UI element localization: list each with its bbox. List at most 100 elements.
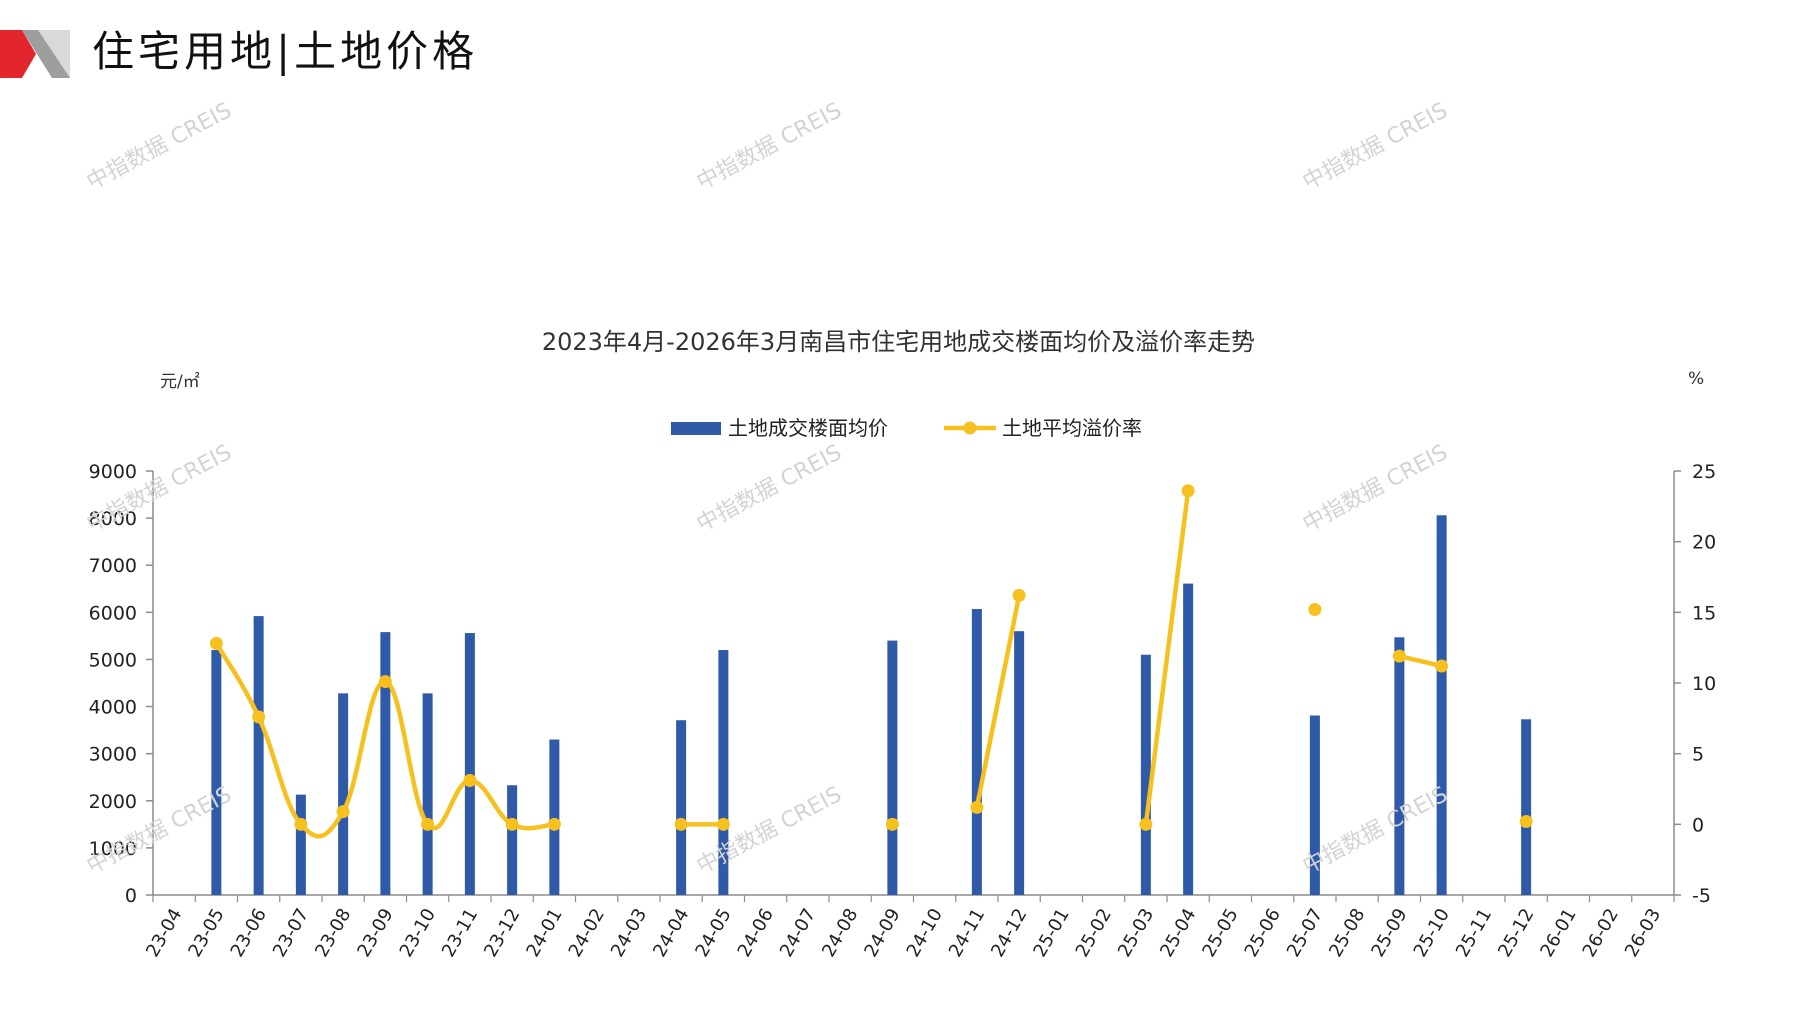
- x-tick-label: 24-01: [522, 905, 566, 961]
- chart-title: 2023年4月-2026年3月南昌市住宅用地成交楼面均价及溢价率走势: [541, 328, 1256, 356]
- point-24-09: [885, 817, 899, 831]
- x-tick-label: 24-02: [565, 905, 609, 961]
- left-tick-label: 8000: [89, 508, 137, 530]
- right-tick-label: 15: [1692, 602, 1716, 624]
- left-tick-label: 6000: [89, 602, 137, 624]
- bar-25-03: [1140, 654, 1151, 895]
- bar-23-10: [422, 693, 433, 895]
- x-tick-label: 25-09: [1367, 905, 1411, 961]
- page-header: 住宅用地|土地价格: [0, 0, 700, 90]
- x-tick-label: 25-12: [1494, 905, 1538, 961]
- bar-25-12: [1521, 719, 1532, 895]
- point-23-06: [252, 710, 266, 724]
- x-tick-label: 24-07: [776, 905, 820, 961]
- left-tick-label: 1000: [89, 838, 137, 860]
- x-tick-label: 26-02: [1579, 905, 1623, 961]
- x-tick-label: 23-06: [227, 905, 271, 961]
- x-tick-label: 23-08: [311, 905, 355, 961]
- x-tick-label: 23-10: [396, 905, 440, 961]
- x-tick-label: 26-01: [1536, 905, 1580, 961]
- bar-24-12: [1014, 631, 1025, 895]
- page-title: 住宅用地|土地价格: [92, 27, 479, 76]
- bar-24-09: [887, 640, 898, 895]
- point-25-07: [1308, 603, 1322, 617]
- x-tick-label: 23-12: [480, 905, 524, 961]
- bar-24-04: [676, 720, 687, 895]
- x-tick-label: 23-11: [438, 905, 482, 961]
- bar-25-10: [1436, 515, 1447, 895]
- bar-23-05: [211, 650, 222, 895]
- left-tick-label: 2000: [89, 791, 137, 813]
- left-tick-label: 5000: [89, 649, 137, 671]
- x-tick-label: 23-04: [142, 905, 186, 961]
- left-tick-label: 9000: [89, 461, 137, 483]
- right-tick-label: 5: [1692, 744, 1704, 766]
- bar-23-07: [295, 794, 306, 895]
- x-tick-label: 24-05: [691, 905, 735, 961]
- bar-24-11: [971, 609, 982, 895]
- x-tick-label: 25-07: [1283, 905, 1327, 961]
- left-tick-label: 7000: [89, 555, 137, 577]
- point-24-01: [547, 817, 561, 831]
- left-tick-label: 3000: [89, 744, 137, 766]
- x-tick-label: 25-11: [1452, 905, 1496, 961]
- bar-23-09: [380, 632, 391, 895]
- bar-25-07: [1309, 715, 1320, 895]
- left-axis-unit: 元/㎡: [160, 372, 200, 392]
- x-tick-label: 23-09: [353, 905, 397, 961]
- bar-23-08: [338, 693, 349, 895]
- right-tick-label: 0: [1692, 814, 1704, 836]
- point-24-04: [674, 817, 688, 831]
- x-tick-label: 24-06: [734, 905, 778, 961]
- point-25-09: [1392, 649, 1406, 663]
- bar-24-01: [549, 739, 560, 895]
- point-25-12: [1519, 815, 1533, 829]
- left-tick-label: 4000: [89, 697, 137, 719]
- premium-rate-line: [974, 593, 1022, 810]
- legend-line-marker: [963, 421, 977, 435]
- bar-23-06: [253, 616, 264, 895]
- bar-25-09: [1394, 637, 1405, 895]
- point-23-05: [209, 636, 223, 650]
- bar-24-05: [718, 650, 729, 895]
- x-tick-label: 25-02: [1072, 905, 1116, 961]
- point-24-05: [716, 817, 730, 831]
- x-tick-label: 26-03: [1621, 905, 1665, 961]
- bar-25-04: [1183, 583, 1194, 895]
- x-tick-label: 23-07: [269, 905, 313, 961]
- legend-bar-swatch: [671, 422, 721, 435]
- x-tick-label: 25-03: [1114, 905, 1158, 961]
- right-tick-label: -5: [1692, 885, 1711, 907]
- legend-bar-label: 土地成交楼面均价: [728, 416, 888, 440]
- header-logo-icon: [0, 30, 70, 78]
- x-tick-label: 23-05: [184, 905, 228, 961]
- bar-23-12: [507, 785, 518, 895]
- x-tick-label: 24-04: [649, 905, 693, 961]
- point-24-11: [970, 800, 984, 814]
- x-tick-label: 25-10: [1410, 905, 1454, 961]
- point-23-08: [336, 805, 350, 819]
- premium-rate-line: [1397, 653, 1444, 669]
- right-tick-label: 20: [1692, 532, 1716, 554]
- premium-rate-line: [1143, 488, 1191, 827]
- x-tick-label: 25-04: [1156, 905, 1200, 961]
- x-tick-label: 25-08: [1325, 905, 1369, 961]
- point-23-12: [505, 817, 519, 831]
- right-tick-label: 25: [1692, 461, 1716, 483]
- left-tick-label: 0: [125, 885, 137, 907]
- x-tick-label: 24-10: [903, 905, 947, 961]
- legend-line-label: 土地平均溢价率: [1002, 416, 1142, 440]
- x-tick-label: 24-11: [945, 905, 989, 961]
- point-25-10: [1435, 659, 1449, 673]
- x-tick-label: 24-09: [860, 905, 904, 961]
- right-tick-label: 10: [1692, 673, 1716, 695]
- point-23-09: [378, 675, 392, 689]
- point-25-04: [1181, 484, 1195, 498]
- bar-23-11: [464, 633, 475, 895]
- x-tick-label: 24-12: [987, 905, 1031, 961]
- x-tick-label: 25-05: [1198, 905, 1242, 961]
- point-25-03: [1139, 817, 1153, 831]
- x-tick-label: 25-01: [1029, 905, 1073, 961]
- x-tick-label: 24-08: [818, 905, 862, 961]
